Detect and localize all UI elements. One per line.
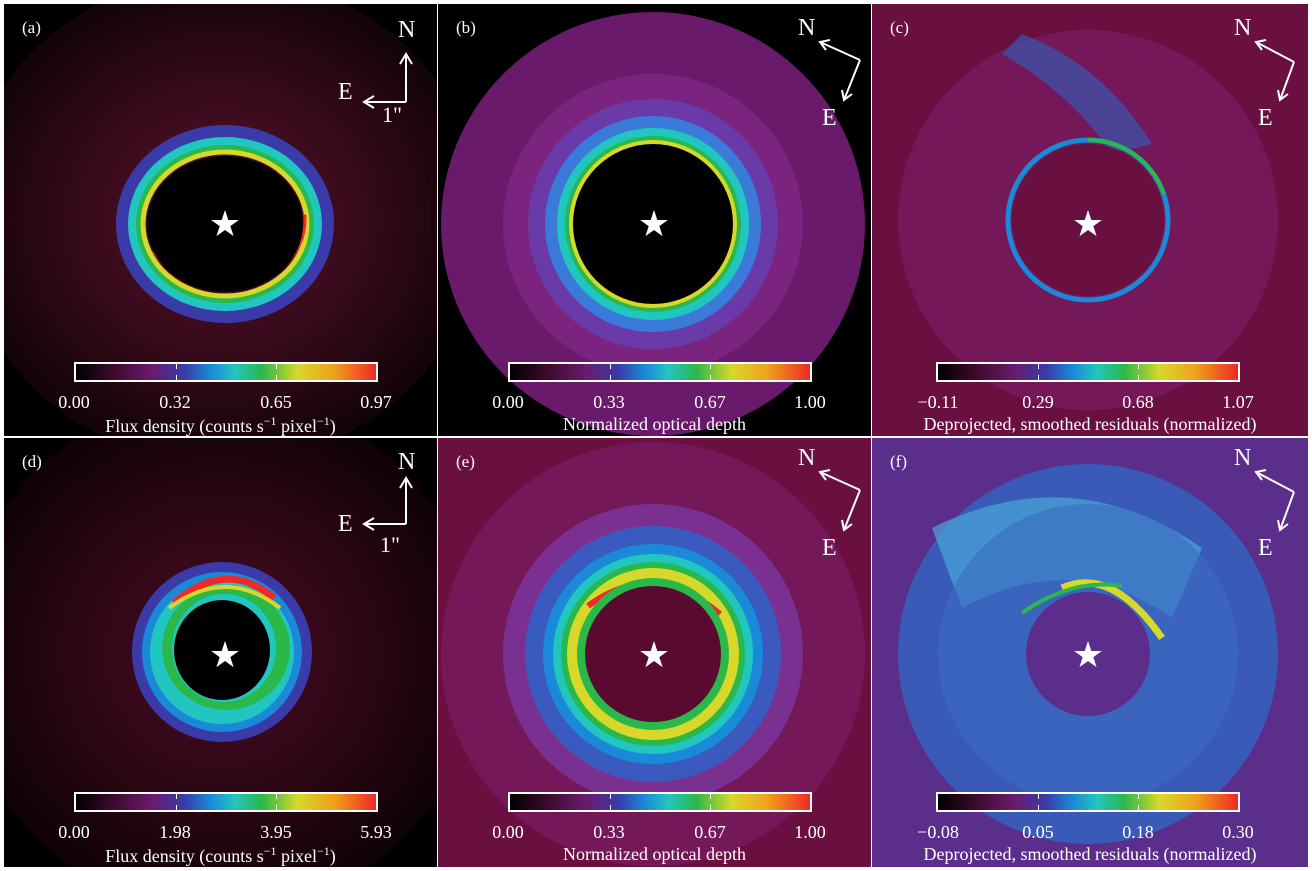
compass-east-label: E [1258,105,1273,131]
compass-north-label: N [398,449,416,475]
compass: N E 1" [334,448,434,558]
tick-label: 0.97 [360,392,392,412]
compass-east-label: E [338,79,353,105]
star-icon: ★ [208,204,242,244]
tick-label: 0.65 [260,392,292,412]
colorbar-caption: Flux density (counts s−1 pixel−1) [105,414,336,436]
tick-label: 0.30 [1222,822,1254,842]
tick-label: 0.67 [694,392,726,412]
star-icon: ★ [637,635,671,675]
panel-c: (c) ★ N E −0.11 0.29 0.68 1.07 Deproject… [872,4,1308,436]
tick-label: −0.11 [917,392,959,412]
tick-label: 0.29 [1022,392,1054,412]
panel-a: (a) ★ N E 1" 0.00 0.32 0.65 0.97 Flux de… [4,4,437,436]
tick-label: 0.00 [492,822,524,842]
compass: N E [1228,440,1308,560]
compass-arrows-icon [818,39,861,102]
star-icon: ★ [1071,204,1105,244]
compass-north-label: N [398,17,416,43]
compass-arrows-icon [362,52,413,109]
tick-label: 0.00 [58,822,90,842]
tick-label: 5.93 [360,822,392,842]
panel-label: (b) [456,18,476,37]
scale-label: 1" [380,532,400,557]
colorbar-ticks: 0.00 0.33 0.67 1.00 [438,822,871,844]
tick-label: 3.95 [260,822,292,842]
colorbar-caption: Flux density (counts s−1 pixel−1) [105,844,336,866]
tick-label: 1.98 [159,822,191,842]
tick-label: 0.05 [1022,822,1054,842]
tick-label: 0.33 [593,392,625,412]
panel-f: (f) ★ N E −0.08 0.05 0.18 0.30 Deproject… [872,438,1308,867]
colorbar [936,362,1240,382]
colorbar-caption: Normalized optical depth [563,844,746,864]
colorbar [936,792,1240,812]
compass-east-label: E [822,105,837,131]
panel-label: (a) [22,18,41,37]
colorbar-ticks: −0.11 0.29 0.68 1.07 [872,392,1308,414]
compass-east-label: E [1258,535,1273,561]
compass-north-label: N [798,15,816,41]
panel-b: (b) ★ N E 0.00 0.33 0.67 1.00 Normalized… [438,4,871,436]
compass: N E [788,10,868,130]
compass-north-label: N [798,445,816,471]
panel-e: (e) ★ N E 0.00 0.33 0.67 1.00 Normalized… [438,438,871,867]
compass-arrows-icon [1254,39,1295,102]
colorbar-caption: Deprojected, smoothed residuals (normali… [923,414,1257,434]
tick-label: 0.67 [694,822,726,842]
panel-label: (c) [890,18,909,37]
tick-label: −0.08 [917,822,959,842]
colorbar [74,792,378,812]
compass-arrows-icon [818,469,861,532]
panel-d: (d) ★ N E 1" 0.00 1.98 3.95 5.93 Flux de… [4,438,437,867]
compass: N E 1" [334,14,434,127]
colorbar-caption: Normalized optical depth [563,414,746,434]
tick-label: 1.00 [794,822,826,842]
tick-label: 0.32 [159,392,191,412]
colorbar-ticks: 0.00 0.32 0.65 0.97 [4,392,437,414]
panel-label: (d) [22,452,42,471]
compass: N E [788,440,868,560]
colorbar [508,362,812,382]
tick-label: 0.33 [593,822,625,842]
tick-label: 0.18 [1122,822,1154,842]
compass-east-label: E [822,535,837,561]
disk-image-e [438,438,871,867]
tick-label: 1.00 [794,392,826,412]
tick-label: 0.68 [1122,392,1154,412]
compass-arrows-icon [362,476,413,531]
compass-north-label: N [1234,15,1252,41]
compass-arrows-icon [1254,469,1295,532]
star-icon: ★ [208,635,242,675]
colorbar-caption: Deprojected, smoothed residuals (normali… [923,844,1257,864]
compass-north-label: N [1234,445,1252,471]
colorbar-ticks: 0.00 1.98 3.95 5.93 [4,822,437,844]
tick-label: 0.00 [58,392,90,412]
colorbar [74,362,378,382]
tick-label: 1.07 [1222,392,1254,412]
tick-label: 0.00 [492,392,524,412]
compass: N E [1228,10,1308,130]
star-icon: ★ [1071,635,1105,675]
colorbar-ticks: 0.00 0.33 0.67 1.00 [438,392,871,414]
star-icon: ★ [637,204,671,244]
compass-east-label: E [338,511,353,537]
disk-image-a [4,4,437,436]
colorbar [508,792,812,812]
panel-label: (f) [890,452,907,471]
panel-label: (e) [456,452,475,471]
colorbar-ticks: −0.08 0.05 0.18 0.30 [872,822,1308,844]
scale-label: 1" [382,102,402,127]
